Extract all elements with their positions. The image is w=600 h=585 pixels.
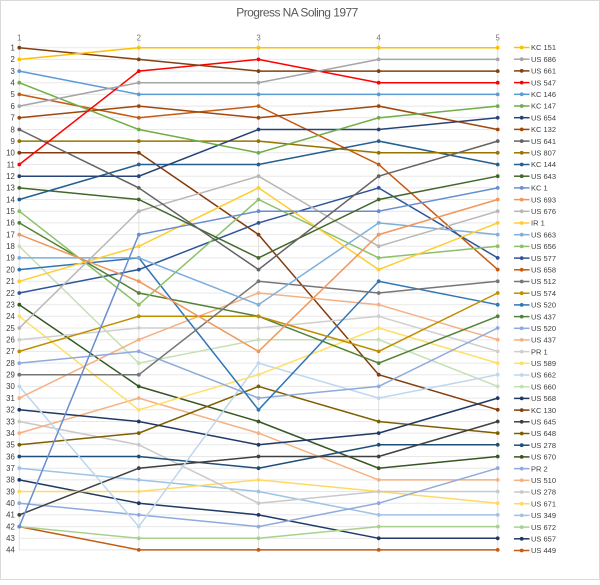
svg-text:25: 25 — [6, 324, 15, 333]
svg-text:US 670: US 670 — [531, 453, 556, 462]
svg-text:30: 30 — [6, 382, 15, 391]
svg-text:US 349: US 349 — [531, 511, 556, 520]
svg-text:KC 147: KC 147 — [531, 102, 556, 111]
svg-text:US 807: US 807 — [531, 149, 556, 158]
svg-text:US 672: US 672 — [531, 523, 556, 532]
svg-text:31: 31 — [6, 394, 15, 403]
svg-text:KC 1: KC 1 — [531, 184, 548, 193]
svg-text:34: 34 — [6, 429, 15, 438]
svg-text:14: 14 — [6, 195, 15, 204]
svg-text:US 520: US 520 — [531, 301, 556, 310]
svg-text:US 648: US 648 — [531, 429, 556, 438]
svg-text:22: 22 — [6, 289, 15, 298]
svg-text:38: 38 — [6, 476, 15, 485]
svg-text:18: 18 — [6, 242, 15, 251]
svg-text:US 278: US 278 — [531, 488, 556, 497]
svg-text:US 660: US 660 — [531, 382, 556, 391]
svg-text:17: 17 — [6, 230, 15, 239]
svg-text:24: 24 — [6, 312, 15, 321]
svg-text:3: 3 — [10, 67, 14, 76]
svg-text:11: 11 — [7, 160, 15, 169]
svg-text:9: 9 — [10, 137, 14, 146]
svg-text:16: 16 — [6, 219, 15, 228]
svg-text:KC 144: KC 144 — [531, 160, 556, 169]
svg-text:20: 20 — [6, 265, 15, 274]
svg-text:29: 29 — [6, 371, 15, 380]
svg-text:US 510: US 510 — [531, 476, 556, 485]
svg-text:1: 1 — [10, 44, 14, 53]
svg-text:33: 33 — [6, 417, 15, 426]
svg-text:US 658: US 658 — [531, 266, 556, 275]
svg-text:US 645: US 645 — [531, 418, 556, 427]
svg-text:13: 13 — [6, 184, 15, 193]
svg-text:21: 21 — [6, 277, 15, 286]
svg-text:2: 2 — [137, 34, 141, 43]
svg-text:US 577: US 577 — [531, 254, 556, 263]
svg-text:5: 5 — [496, 34, 501, 43]
svg-text:US 686: US 686 — [531, 55, 556, 64]
svg-text:23: 23 — [6, 301, 15, 310]
svg-text:US 437: US 437 — [531, 312, 556, 321]
svg-text:US 568: US 568 — [531, 394, 556, 403]
svg-text:US 512: US 512 — [531, 277, 556, 286]
svg-text:KC 146: KC 146 — [531, 90, 556, 99]
svg-text:US 676: US 676 — [531, 207, 556, 216]
svg-text:US 437: US 437 — [531, 336, 556, 345]
svg-text:26: 26 — [6, 336, 15, 345]
svg-text:US 574: US 574 — [531, 289, 556, 298]
svg-text:43: 43 — [6, 534, 15, 543]
svg-text:US 589: US 589 — [531, 359, 556, 368]
svg-text:2: 2 — [10, 55, 14, 64]
svg-text:7: 7 — [10, 114, 14, 123]
svg-text:12: 12 — [6, 172, 15, 181]
svg-text:US 654: US 654 — [531, 113, 556, 122]
svg-text:4: 4 — [10, 79, 15, 88]
svg-text:US 663: US 663 — [531, 230, 556, 239]
svg-text:42: 42 — [6, 522, 15, 531]
svg-text:32: 32 — [6, 406, 15, 415]
svg-text:39: 39 — [6, 487, 15, 496]
svg-text:4: 4 — [377, 34, 382, 43]
svg-text:5: 5 — [10, 90, 15, 99]
svg-text:19: 19 — [6, 254, 15, 263]
svg-text:KC 151: KC 151 — [531, 43, 556, 52]
svg-text:US 641: US 641 — [531, 137, 556, 146]
svg-text:US 661: US 661 — [531, 67, 556, 76]
svg-text:US 643: US 643 — [531, 172, 556, 181]
svg-text:35: 35 — [6, 441, 15, 450]
svg-text:3: 3 — [256, 34, 260, 43]
svg-text:US 693: US 693 — [531, 195, 556, 204]
svg-text:US 547: US 547 — [531, 78, 556, 87]
svg-text:8: 8 — [10, 125, 14, 134]
svg-text:US 662: US 662 — [531, 371, 556, 380]
svg-text:41: 41 — [6, 511, 15, 520]
svg-text:Progress NA Soling 1977: Progress NA Soling 1977 — [236, 6, 358, 20]
svg-text:27: 27 — [6, 347, 15, 356]
svg-text:US 278: US 278 — [531, 441, 556, 450]
svg-text:1: 1 — [17, 34, 21, 43]
svg-text:44: 44 — [6, 546, 15, 555]
svg-text:KC 132: KC 132 — [531, 125, 556, 134]
svg-text:US 449: US 449 — [531, 546, 556, 555]
svg-text:40: 40 — [6, 499, 15, 508]
svg-text:IR 1: IR 1 — [531, 219, 545, 228]
svg-text:PR 1: PR 1 — [531, 347, 548, 356]
svg-text:15: 15 — [6, 207, 15, 216]
svg-text:US 520: US 520 — [531, 324, 556, 333]
svg-text:10: 10 — [6, 149, 15, 158]
svg-text:36: 36 — [6, 452, 15, 461]
svg-text:US 657: US 657 — [531, 535, 556, 544]
svg-text:37: 37 — [6, 464, 15, 473]
svg-text:28: 28 — [6, 359, 15, 368]
svg-text:PR 2: PR 2 — [531, 464, 548, 473]
svg-text:US 656: US 656 — [531, 242, 556, 251]
svg-text:US 671: US 671 — [531, 499, 556, 508]
svg-text:6: 6 — [10, 102, 14, 111]
svg-text:KC 130: KC 130 — [531, 406, 556, 415]
